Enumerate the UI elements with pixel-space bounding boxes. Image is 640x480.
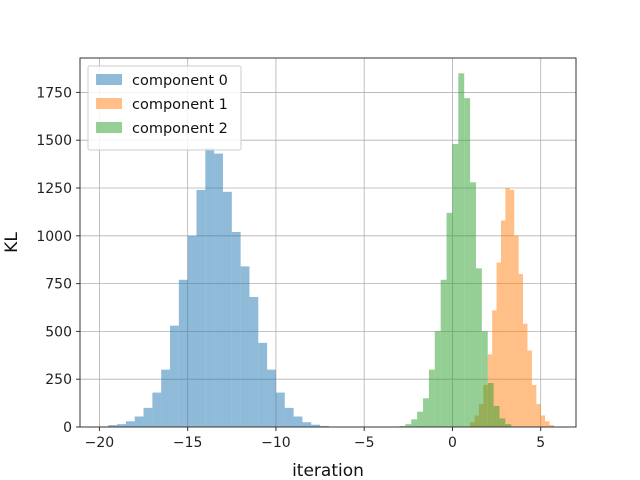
histogram-bar-series-1 xyxy=(500,220,506,427)
legend: component 0 component 1 component 2 xyxy=(87,65,242,151)
histogram-bar-series-1 xyxy=(536,404,541,427)
histogram-bar-series-0 xyxy=(108,425,118,427)
y-axis-title: KL xyxy=(2,232,22,253)
histogram-bar-series-2 xyxy=(458,73,465,427)
y-tick-label: 500 xyxy=(45,324,72,340)
legend-swatch xyxy=(96,98,122,109)
histogram-bar-series-0 xyxy=(134,416,144,427)
plot-frame xyxy=(79,57,577,428)
x-tick-label: 0 xyxy=(448,435,457,451)
histogram-bar-series-2 xyxy=(470,182,476,427)
histogram-bar-series-2 xyxy=(499,418,506,427)
histogram-bar-series-0 xyxy=(311,424,321,427)
histogram-bar-series-1 xyxy=(549,425,554,427)
histogram-bars xyxy=(99,73,554,428)
histogram-bar-series-2 xyxy=(411,419,418,427)
histogram-bar-series-2 xyxy=(434,331,441,427)
histogram-bar-series-0 xyxy=(161,369,171,427)
y-tick-label: 1000 xyxy=(36,229,72,245)
histogram-bar-series-0 xyxy=(249,296,259,427)
histogram-bar-series-0 xyxy=(267,369,276,427)
histogram-bar-series-1 xyxy=(496,262,501,427)
x-axis-title: iteration xyxy=(292,461,364,480)
x-tick-label: −20 xyxy=(85,435,115,451)
x-tick-label: −15 xyxy=(173,435,203,451)
histogram-bar-series-0 xyxy=(275,392,285,427)
histogram-bar-series-0 xyxy=(178,279,188,427)
histogram-bar-series-1 xyxy=(492,310,497,427)
histogram-bar-series-1 xyxy=(514,235,519,427)
histogram-bar-series-2 xyxy=(493,405,500,427)
histogram-bar-series-0 xyxy=(293,416,303,427)
histogram-bar-series-2 xyxy=(440,279,447,427)
axis-ticks: −20 −15 −10 −5 0 5 0 250 500 750 1000 1250 1500 1750 xyxy=(36,85,545,451)
histogram-bar-series-2 xyxy=(423,398,429,427)
legend-label: component 1 xyxy=(132,97,228,113)
y-tick-label: 0 xyxy=(63,420,72,436)
histogram-bar-series-2 xyxy=(428,369,435,427)
histogram-bar-series-1 xyxy=(531,384,537,427)
histogram-bar-series-1 xyxy=(518,274,524,427)
histogram-bar-series-0 xyxy=(170,325,179,427)
histogram-bar-series-0 xyxy=(117,424,126,427)
histogram-bar-series-2 xyxy=(481,331,488,427)
histogram-bar-series-2 xyxy=(475,268,482,427)
y-tick-label: 1750 xyxy=(36,85,72,101)
histogram-bar-series-2 xyxy=(417,411,424,427)
histogram-bar-series-0 xyxy=(205,147,215,427)
histogram-bar-series-2 xyxy=(405,424,412,427)
histogram-bar-series-1 xyxy=(527,350,532,427)
histogram-bar-series-0 xyxy=(231,231,241,427)
histogram-bar-series-0 xyxy=(284,407,294,427)
histogram-bar-series-0 xyxy=(143,407,153,427)
histogram-bar-series-0 xyxy=(196,189,206,427)
y-tick-label: 1500 xyxy=(36,133,72,149)
histogram-bar-series-1 xyxy=(523,323,528,427)
legend-swatch xyxy=(96,122,122,133)
histogram-bar-series-1 xyxy=(545,421,550,427)
histogram-bar-series-0 xyxy=(214,153,223,427)
histogram-bar-series-2 xyxy=(464,98,471,427)
histogram-bar-series-2 xyxy=(452,144,459,428)
histogram-bar-series-0 xyxy=(240,266,250,427)
histogram-bar-series-0 xyxy=(187,235,197,427)
histogram-bar-series-2 xyxy=(446,212,453,427)
y-tick-label: 750 xyxy=(45,277,72,293)
legend-label: component 2 xyxy=(132,121,228,137)
x-tick-label: −5 xyxy=(354,435,375,451)
histogram-bar-series-1 xyxy=(505,188,510,427)
legend-swatch xyxy=(96,74,122,85)
histogram-bar-series-2 xyxy=(505,424,512,427)
x-tick-label: −10 xyxy=(261,435,291,451)
histogram-bar-series-0 xyxy=(302,422,312,427)
histogram-bar-series-0 xyxy=(258,342,268,427)
x-tick-label: 5 xyxy=(536,435,545,451)
histogram-bar-series-2 xyxy=(487,383,494,427)
legend-label: component 0 xyxy=(132,73,228,89)
histogram-bar-series-0 xyxy=(152,392,162,427)
legend-box xyxy=(87,65,242,151)
y-tick-label: 250 xyxy=(45,372,72,388)
histogram-bar-series-0 xyxy=(222,191,232,427)
y-tick-label: 1250 xyxy=(36,181,72,197)
histogram-bar-series-1 xyxy=(509,189,515,427)
histogram-bar-series-1 xyxy=(540,415,546,427)
histogram-bar-series-0 xyxy=(125,421,135,427)
